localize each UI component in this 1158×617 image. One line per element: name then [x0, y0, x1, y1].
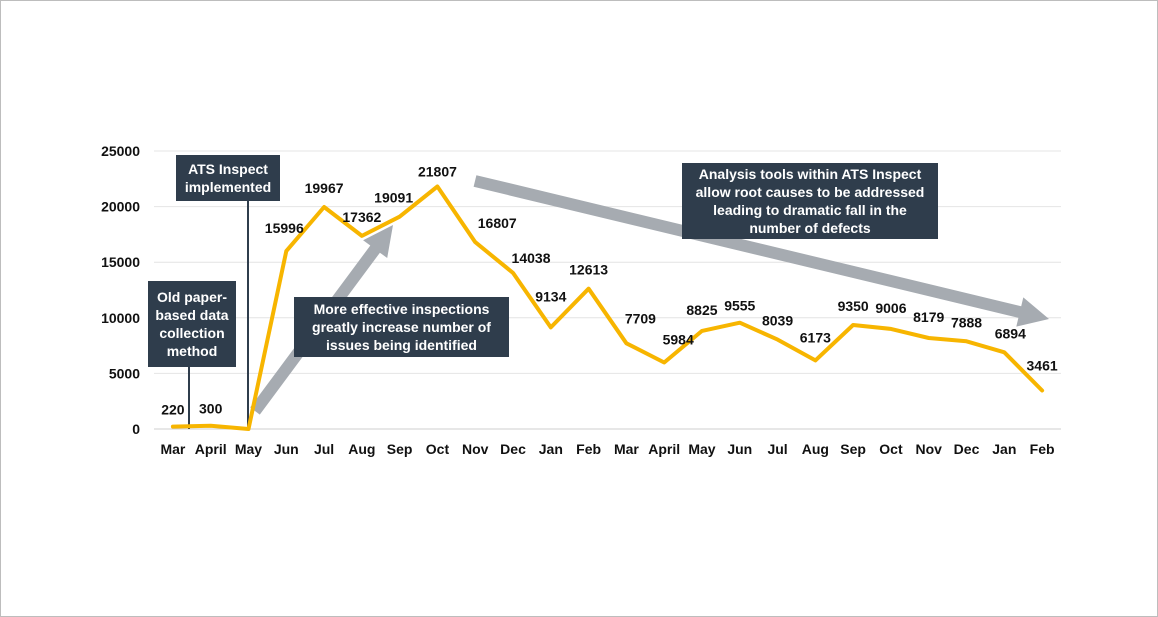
y-tick-label: 0 — [132, 421, 140, 437]
x-tick-label: Oct — [426, 441, 450, 457]
x-tick-label: Aug — [348, 441, 375, 457]
data-label: 8825 — [686, 302, 717, 318]
x-tick-label: Jan — [539, 441, 563, 457]
data-label: 9555 — [724, 298, 755, 314]
x-tick-label: April — [195, 441, 227, 457]
callout-ats-implemented: ATS Inspect implemented — [176, 155, 280, 201]
data-label: 7709 — [625, 310, 656, 326]
falling-trend-arrow — [473, 175, 1050, 327]
callout-analysis-tools-text: Analysis tools within ATS Inspect allow … — [695, 166, 925, 236]
data-label: 220 — [161, 402, 185, 418]
data-label: 6894 — [995, 325, 1026, 341]
data-label: 17362 — [342, 209, 381, 225]
x-tick-label: Aug — [802, 441, 829, 457]
x-tick-label: May — [688, 441, 715, 457]
data-label: 16807 — [478, 215, 517, 231]
y-tick-label: 5000 — [109, 365, 140, 381]
y-tick-label: 15000 — [101, 254, 140, 270]
data-label: 19967 — [305, 180, 344, 196]
series-line — [170, 184, 1045, 431]
x-tick-label: Jul — [767, 441, 787, 457]
data-label: 15996 — [265, 220, 304, 236]
x-tick-label: Jun — [274, 441, 299, 457]
data-labels: 220 300 15996 19967 17362 19091 21807 16807 1403… — [161, 164, 1058, 418]
data-label: 9006 — [875, 300, 906, 316]
data-label: 14038 — [512, 250, 551, 266]
x-tick-label: Sep — [840, 441, 866, 457]
y-axis-tick-labels: 0 5000 10000 15000 20000 25000 — [101, 143, 140, 437]
data-label: 9350 — [838, 298, 869, 314]
x-tick-label: Mar — [160, 441, 185, 457]
x-tick-label: Feb — [576, 441, 601, 457]
callout-more-effective: More effective inspections greatly incre… — [294, 297, 509, 357]
data-label: 8039 — [762, 313, 793, 329]
x-tick-label: Nov — [462, 441, 489, 457]
callout-analysis-tools: Analysis tools within ATS Inspect allow … — [682, 163, 938, 239]
x-tick-label: April — [648, 441, 680, 457]
y-tick-label: 20000 — [101, 199, 140, 215]
y-tick-label: 25000 — [101, 143, 140, 159]
x-tick-label: Jan — [992, 441, 1016, 457]
x-tick-label: Jul — [314, 441, 334, 457]
data-label: 8179 — [913, 309, 944, 325]
callout-old-method: Old paper-based data collection method — [148, 281, 236, 367]
x-tick-label: Feb — [1030, 441, 1055, 457]
data-label: 19091 — [374, 190, 413, 206]
data-label: 6173 — [800, 329, 831, 345]
data-label: 7888 — [951, 314, 982, 330]
data-label: 3461 — [1027, 358, 1058, 374]
x-tick-label: Jun — [727, 441, 752, 457]
data-label: 5984 — [663, 331, 694, 347]
x-tick-label: Sep — [387, 441, 413, 457]
callout-ats-implemented-text: ATS Inspect implemented — [184, 161, 272, 195]
data-label: 300 — [199, 401, 223, 417]
y-tick-label: 10000 — [101, 310, 140, 326]
x-tick-label: Oct — [879, 441, 903, 457]
data-label: 9134 — [535, 288, 566, 304]
defects-series-line — [170, 184, 1045, 431]
x-tick-label: Dec — [500, 441, 526, 457]
x-tick-label: Mar — [614, 441, 639, 457]
callout-more-effective-text: More effective inspections greatly incre… — [312, 301, 491, 353]
callout-marker-lines — [188, 201, 249, 429]
x-tick-label: May — [235, 441, 262, 457]
x-tick-label: Nov — [916, 441, 943, 457]
data-label: 21807 — [418, 164, 457, 180]
x-tick-label: Dec — [954, 441, 980, 457]
callout-old-method-text: Old paper-based data collection method — [155, 289, 229, 359]
data-label: 12613 — [569, 262, 608, 278]
x-axis-tick-labels: Mar April May Jun Jul Aug Sep Oct Nov Dec Jan Feb Ma… — [160, 441, 1054, 457]
